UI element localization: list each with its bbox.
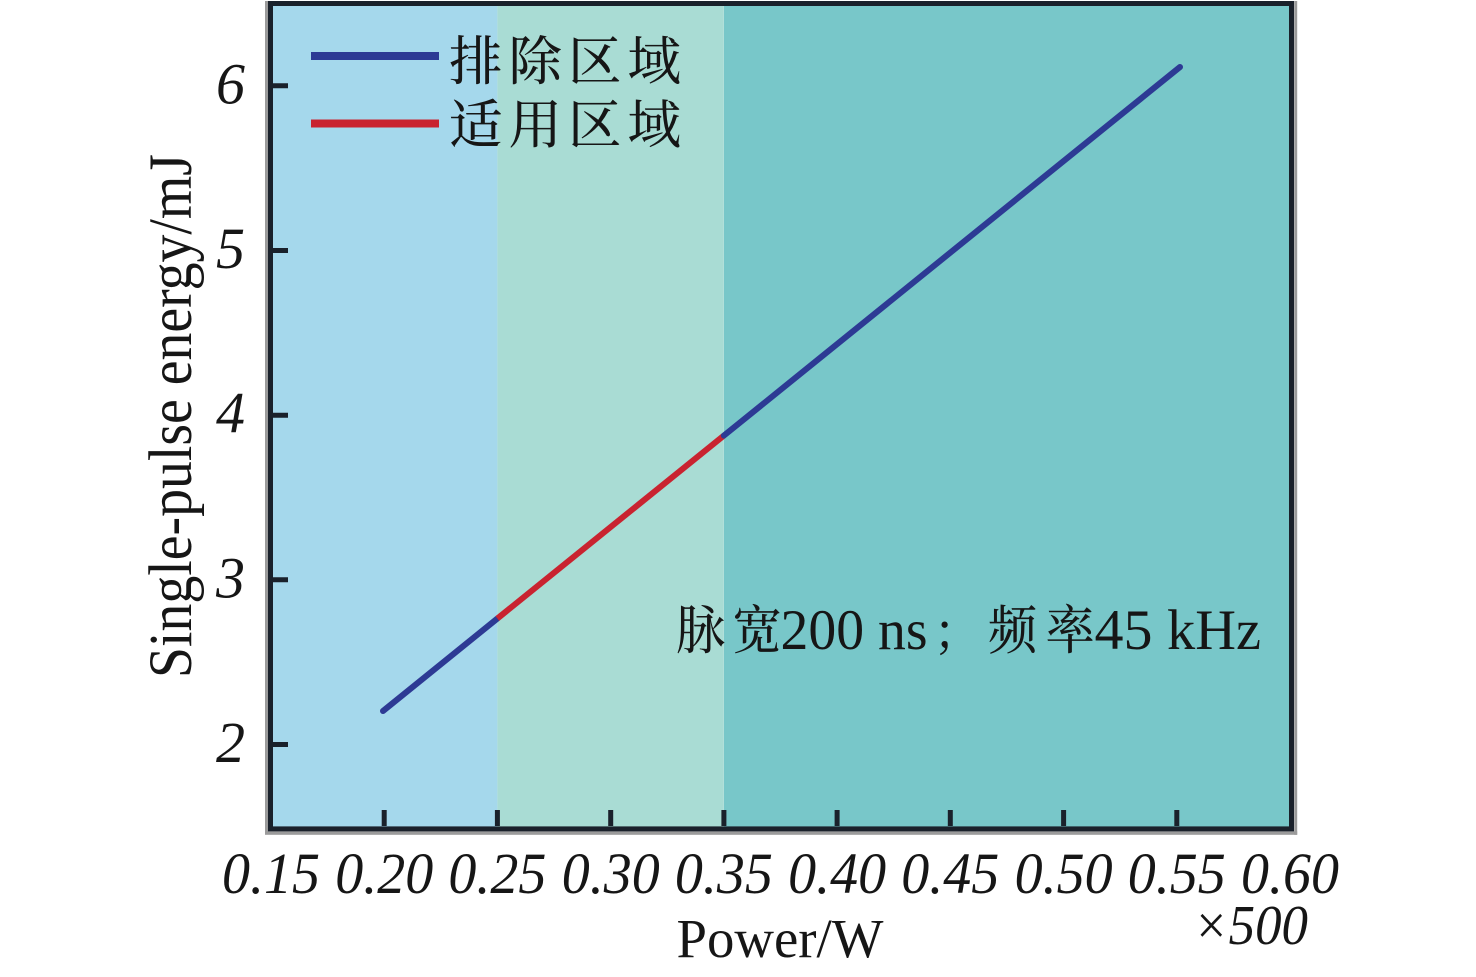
- svg-text:0.15: 0.15: [222, 841, 320, 906]
- svg-text:0.60: 0.60: [1241, 841, 1339, 906]
- svg-text:Single-pulse energy/mJ: Single-pulse energy/mJ: [138, 154, 205, 678]
- svg-text:2: 2: [216, 710, 245, 775]
- svg-text:3: 3: [215, 545, 245, 610]
- svg-text:0.20: 0.20: [335, 841, 433, 906]
- svg-text:45: 45: [1095, 599, 1153, 662]
- svg-text:Power/W: Power/W: [677, 909, 885, 970]
- svg-text:0.40: 0.40: [788, 841, 886, 906]
- svg-text:0.30: 0.30: [562, 841, 660, 906]
- svg-text:4: 4: [216, 381, 245, 446]
- svg-text:0.50: 0.50: [1015, 841, 1113, 906]
- svg-text:kHz: kHz: [1167, 599, 1261, 662]
- svg-text:200 ns: 200 ns: [781, 599, 928, 662]
- svg-text:6: 6: [216, 51, 245, 116]
- svg-text:0.25: 0.25: [448, 841, 546, 906]
- svg-text:0.55: 0.55: [1128, 841, 1226, 906]
- svg-text:5: 5: [216, 216, 245, 281]
- svg-text:0.45: 0.45: [901, 841, 999, 906]
- svg-text:0.35: 0.35: [675, 841, 773, 906]
- svg-text:×500: ×500: [1193, 895, 1308, 957]
